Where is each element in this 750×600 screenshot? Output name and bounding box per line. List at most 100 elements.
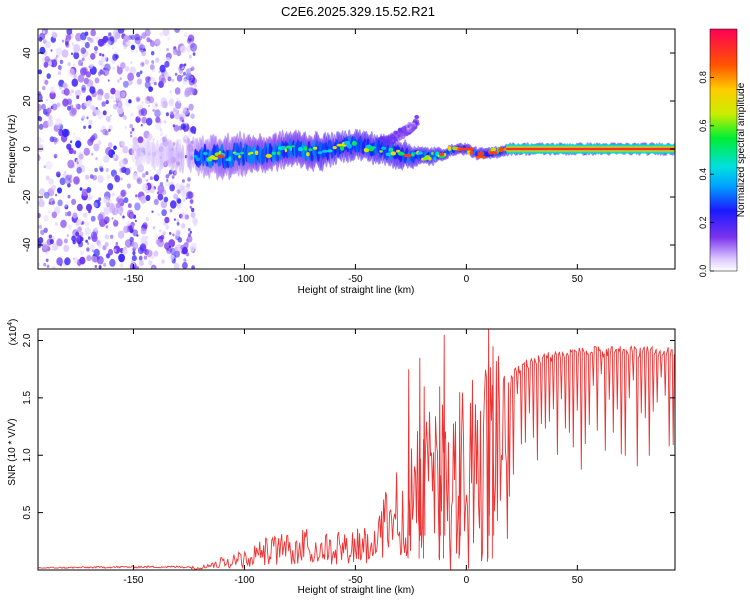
noise-blob bbox=[89, 174, 94, 180]
noise-blob bbox=[86, 247, 90, 252]
noise-blob bbox=[104, 208, 108, 213]
noise-blob bbox=[163, 196, 169, 203]
trace-core bbox=[284, 148, 288, 153]
noise-blob bbox=[98, 265, 102, 269]
noise-blob bbox=[168, 239, 176, 248]
noise-blob bbox=[88, 119, 93, 126]
trace-core bbox=[332, 146, 337, 150]
noise-blob bbox=[157, 213, 160, 217]
noise-blob bbox=[158, 70, 161, 74]
figure-title: C2E6.2025.329.15.52.R21 bbox=[281, 4, 435, 19]
noise-blob bbox=[120, 62, 126, 69]
noise-blob bbox=[85, 239, 88, 243]
noise-blob bbox=[55, 118, 63, 127]
noise-blob bbox=[132, 172, 139, 181]
noise-blob bbox=[86, 116, 89, 120]
noise-blob bbox=[83, 147, 91, 156]
noise-blob bbox=[47, 210, 51, 214]
noise-blob bbox=[103, 155, 110, 163]
noise-blob bbox=[122, 248, 128, 255]
noise-blob bbox=[165, 225, 169, 230]
noise-blob bbox=[38, 93, 43, 103]
noise-blob bbox=[123, 225, 130, 234]
noise-blob bbox=[97, 175, 104, 183]
noise-blob bbox=[97, 242, 102, 248]
noise-blob bbox=[75, 158, 83, 167]
noise-blob bbox=[63, 88, 70, 96]
trace-halo bbox=[160, 141, 165, 170]
noise-blob bbox=[189, 230, 192, 234]
noise-blob bbox=[158, 80, 164, 88]
noise-blob bbox=[157, 184, 165, 194]
noise-blob bbox=[185, 72, 192, 81]
noise-blob bbox=[169, 209, 173, 213]
noise-blob bbox=[173, 193, 179, 200]
noise-blob bbox=[172, 48, 179, 56]
noise-blob bbox=[188, 228, 191, 232]
noise-blob bbox=[140, 61, 145, 67]
trace-core bbox=[371, 146, 376, 149]
noise-blob bbox=[187, 191, 194, 199]
noise-blob bbox=[130, 34, 136, 41]
noise-blob bbox=[160, 200, 168, 209]
noise-blob bbox=[123, 197, 129, 204]
noise-blob bbox=[116, 67, 123, 75]
noise-blob bbox=[129, 131, 133, 135]
noise-blob bbox=[44, 56, 50, 63]
noise-blob bbox=[66, 38, 70, 42]
noise-blob bbox=[43, 262, 47, 267]
noise-blob bbox=[175, 190, 178, 193]
noise-blob bbox=[48, 114, 53, 121]
trace-peak-segment bbox=[477, 152, 485, 156]
noise-blob bbox=[102, 35, 109, 44]
noise-blob bbox=[117, 106, 124, 115]
noise-blob bbox=[191, 265, 195, 269]
noise-blob bbox=[85, 71, 91, 78]
noise-blob bbox=[108, 32, 112, 37]
noise-blob bbox=[153, 198, 159, 206]
noise-blob bbox=[94, 77, 100, 84]
noise-blob bbox=[46, 98, 49, 102]
noise-blob bbox=[73, 44, 81, 53]
noise-blob bbox=[138, 255, 143, 261]
noise-blob bbox=[142, 222, 148, 230]
noise-blob bbox=[127, 203, 132, 209]
noise-blob bbox=[145, 216, 150, 222]
noise-blob bbox=[181, 202, 184, 205]
noise-blob bbox=[120, 140, 126, 147]
x-tick-label: 50 bbox=[572, 575, 584, 586]
trace-core bbox=[428, 157, 432, 161]
noise-blob bbox=[187, 86, 195, 96]
noise-blob bbox=[49, 91, 56, 100]
noise-blob bbox=[80, 63, 84, 66]
noise-blob bbox=[50, 59, 58, 68]
noise-blob bbox=[108, 142, 113, 148]
noise-blob bbox=[81, 220, 85, 225]
trace-core bbox=[490, 147, 497, 152]
noise-blob bbox=[64, 171, 67, 174]
noise-blob bbox=[55, 193, 58, 197]
noise-blob bbox=[170, 111, 174, 116]
noise-blob bbox=[97, 255, 104, 265]
noise-blob bbox=[38, 111, 41, 116]
colorbar-tick-label: 0.2 bbox=[698, 216, 708, 229]
noise-blob bbox=[167, 76, 172, 82]
trace-peak-segment bbox=[459, 147, 473, 151]
trace-core bbox=[195, 157, 201, 162]
noise-blob bbox=[94, 265, 98, 268]
noise-blob bbox=[47, 119, 54, 127]
trace-core bbox=[250, 151, 254, 155]
trace-core bbox=[248, 152, 251, 156]
noise-blob bbox=[155, 44, 158, 47]
noise-blob bbox=[59, 177, 66, 186]
noise-blob bbox=[71, 89, 74, 94]
noise-blob bbox=[59, 86, 63, 90]
noise-blob bbox=[122, 115, 127, 120]
noise-blob bbox=[170, 247, 176, 255]
noise-blob bbox=[51, 211, 57, 219]
noise-blob bbox=[69, 107, 77, 117]
noise-blob bbox=[81, 57, 85, 61]
noise-blob bbox=[93, 143, 100, 152]
noise-blob bbox=[149, 76, 156, 85]
snr-scale-note: (x104) bbox=[7, 319, 19, 346]
